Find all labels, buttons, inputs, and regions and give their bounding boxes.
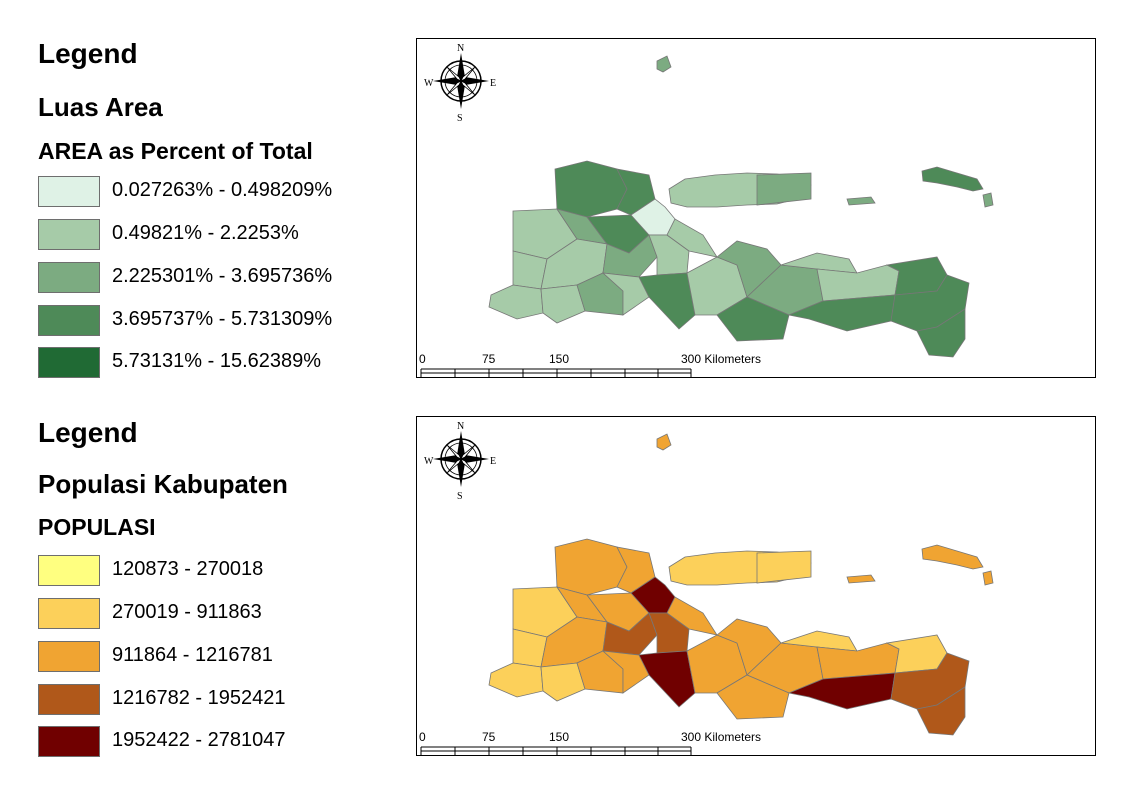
- scalebar-tick-label: 150: [549, 352, 569, 366]
- compass-label-south: S: [457, 491, 463, 502]
- legend-class-row: 0.027263% - 0.498209%: [38, 176, 398, 208]
- legend-swatch: [38, 176, 100, 207]
- compass-label-west: W: [424, 78, 434, 89]
- legend-class-row: 0.49821% - 2.2253%: [38, 219, 398, 251]
- regency-polygon[interactable]: [756, 550, 812, 584]
- scalebar-tick-label: 300 Kilometers: [681, 730, 761, 744]
- regency-polygon[interactable]: [846, 196, 876, 206]
- map-canvas: 0 75 150 300 Kilometers N S W E: [419, 43, 994, 377]
- legend-class-label: 120873 - 270018: [112, 558, 264, 580]
- legend-swatch: [38, 598, 100, 629]
- regency-polygon[interactable]: [666, 218, 718, 258]
- legend-class-row: 911864 - 1216781: [38, 641, 398, 673]
- legend-class-row: 1952422 - 2781047: [38, 726, 398, 758]
- regency-polygon[interactable]: [716, 674, 790, 720]
- layer-title: Luas Area: [38, 92, 163, 122]
- regency-polygon[interactable]: [916, 308, 966, 358]
- regency-polygon[interactable]: [488, 284, 544, 320]
- legend-class-label: 2.225301% - 3.695736%: [112, 265, 333, 287]
- north-arrow-icon: N S W E: [424, 421, 496, 502]
- field-title: AREA as Percent of Total: [38, 138, 313, 164]
- scalebar-tick-label: 75: [482, 730, 496, 744]
- compass-label-west: W: [424, 456, 434, 467]
- compass-label-east: E: [490, 456, 496, 467]
- legend-swatch: [38, 726, 100, 757]
- legend-class-label: 270019 - 911863: [112, 601, 262, 623]
- legend-swatch: [38, 555, 100, 586]
- scalebar-tick-label: 75: [482, 352, 496, 366]
- legend-class-row: 2.225301% - 3.695736%: [38, 262, 398, 294]
- map-frame-population[interactable]: 0 75 150 300 Kilometers N S W E: [416, 416, 1096, 756]
- legend-class-row: 120873 - 270018: [38, 555, 398, 587]
- regency-polygon[interactable]: [982, 570, 994, 586]
- scalebar: 0 75 150 300 Kilometers: [419, 730, 761, 755]
- regency-polygon[interactable]: [540, 662, 586, 702]
- regency-polygon[interactable]: [554, 160, 628, 218]
- regency-polygon[interactable]: [716, 296, 790, 342]
- layer-title: Populasi Kabupaten: [38, 469, 288, 499]
- regency-polygon[interactable]: [554, 538, 628, 596]
- regency-polygon[interactable]: [780, 630, 858, 652]
- legend-swatch: [38, 262, 100, 293]
- regency-polygon[interactable]: [846, 574, 876, 584]
- regency-polygon[interactable]: [540, 284, 586, 324]
- legend-class-row: 3.695737% - 5.731309%: [38, 305, 398, 337]
- map-canvas: 0 75 150 300 Kilometers N S W E: [419, 421, 994, 755]
- regency-polygon[interactable]: [638, 650, 696, 708]
- legend-class-row: 270019 - 911863: [38, 598, 398, 630]
- legend-class-label: 5.73131% - 15.62389%: [112, 350, 322, 372]
- regency-polygon[interactable]: [916, 686, 966, 736]
- regency-polygon[interactable]: [488, 662, 544, 698]
- legend-swatch: [38, 347, 100, 378]
- compass-label-north: N: [457, 421, 464, 432]
- legend-swatch: [38, 305, 100, 336]
- legend-class-label: 911864 - 1216781: [112, 644, 273, 666]
- legend-heading: Legend: [38, 38, 138, 69]
- legend-swatch: [38, 219, 100, 250]
- regency-polygon[interactable]: [601, 272, 650, 316]
- legend-swatch: [38, 684, 100, 715]
- regency-polygon[interactable]: [656, 55, 672, 73]
- scalebar-tick-label: 150: [549, 730, 569, 744]
- legend-heading: Legend: [38, 417, 138, 448]
- legend-class-label: 3.695737% - 5.731309%: [112, 308, 333, 330]
- legend-class-label: 1216782 - 1952421: [112, 687, 286, 709]
- regency-polygon[interactable]: [666, 596, 718, 636]
- map-frame-area[interactable]: 0 75 150 300 Kilometers N S W E: [416, 38, 1096, 378]
- regency-polygon[interactable]: [638, 272, 696, 330]
- scalebar-tick-label: 300 Kilometers: [681, 352, 761, 366]
- regency-polygon[interactable]: [756, 172, 812, 206]
- regency-polygon[interactable]: [656, 433, 672, 451]
- compass-label-south: S: [457, 113, 463, 124]
- field-title: POPULASI: [38, 514, 156, 540]
- scalebar: 0 75 150 300 Kilometers: [419, 352, 761, 377]
- scalebar-tick-label: 0: [419, 352, 426, 366]
- legend-swatch: [38, 641, 100, 672]
- north-arrow-icon: N S W E: [424, 43, 496, 124]
- compass-label-east: E: [490, 78, 496, 89]
- legend-class-label: 0.49821% - 2.2253%: [112, 222, 299, 244]
- legend-class-label: 0.027263% - 0.498209%: [112, 179, 333, 201]
- scalebar-tick-label: 0: [419, 730, 426, 744]
- regency-polygon[interactable]: [982, 192, 994, 208]
- compass-label-north: N: [457, 43, 464, 54]
- regency-polygon[interactable]: [921, 544, 984, 570]
- legend-class-row: 5.73131% - 15.62389%: [38, 347, 398, 379]
- legend-class-label: 1952422 - 2781047: [112, 729, 286, 751]
- regency-polygon[interactable]: [601, 650, 650, 694]
- legend-class-row: 1216782 - 1952421: [38, 684, 398, 716]
- regency-polygon[interactable]: [921, 166, 984, 192]
- regency-polygon[interactable]: [780, 252, 858, 274]
